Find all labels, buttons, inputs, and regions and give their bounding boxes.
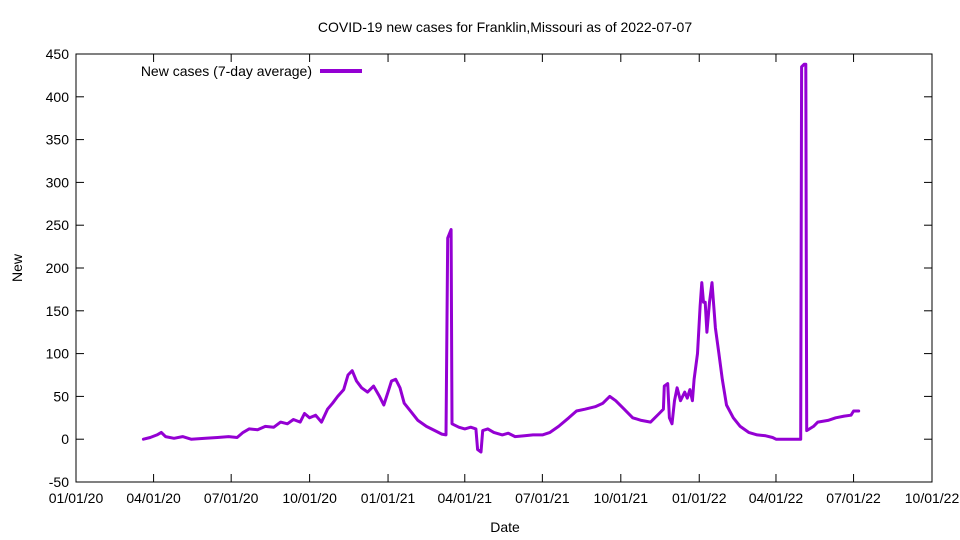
chart-title: COVID-19 new cases for Franklin,Missouri… bbox=[318, 19, 692, 35]
x-tick-label: 10/01/21 bbox=[594, 490, 649, 506]
y-tick-label: 350 bbox=[46, 132, 70, 148]
x-tick-label: 04/01/22 bbox=[749, 490, 804, 506]
y-tick-label: 200 bbox=[46, 260, 70, 276]
series-group bbox=[141, 62, 861, 454]
x-axis: 01/01/20 04/01/20 07/01/20 10/01/20 01/01/21… bbox=[49, 54, 960, 506]
y-tick-label: 400 bbox=[46, 89, 70, 105]
y-tick-label: 450 bbox=[46, 46, 70, 62]
x-tick-label: 01/01/21 bbox=[361, 490, 416, 506]
x-tick-label: 10/01/22 bbox=[905, 490, 960, 506]
legend: New cases (7-day average) bbox=[141, 63, 362, 79]
x-tick-label: 07/01/21 bbox=[515, 490, 570, 506]
series-line bbox=[141, 62, 861, 454]
plot-area bbox=[75, 53, 933, 483]
x-tick-label: 04/01/20 bbox=[126, 490, 181, 506]
x-tick-label: 01/01/22 bbox=[672, 490, 727, 506]
x-axis-label: Date bbox=[490, 519, 520, 535]
y-tick-label: 150 bbox=[46, 303, 70, 319]
x-tick-label: 04/01/21 bbox=[438, 490, 493, 506]
y-axis: -50 0 50 100 150 200 250 300 350 400 450 bbox=[46, 46, 932, 490]
x-tick-label: 01/01/20 bbox=[49, 490, 104, 506]
y-axis-label: New bbox=[9, 253, 25, 282]
x-tick-label: 10/01/20 bbox=[282, 490, 337, 506]
y-tick-label: 0 bbox=[61, 431, 69, 447]
x-tick-label: 07/01/20 bbox=[204, 490, 259, 506]
y-tick-label: 50 bbox=[53, 388, 69, 404]
y-tick-label: 250 bbox=[46, 217, 70, 233]
y-tick-label: -50 bbox=[49, 474, 69, 490]
legend-label: New cases (7-day average) bbox=[141, 63, 312, 79]
y-tick-label: 100 bbox=[46, 346, 70, 362]
x-tick-label: 07/01/22 bbox=[826, 490, 881, 506]
y-tick-label: 300 bbox=[46, 174, 70, 190]
